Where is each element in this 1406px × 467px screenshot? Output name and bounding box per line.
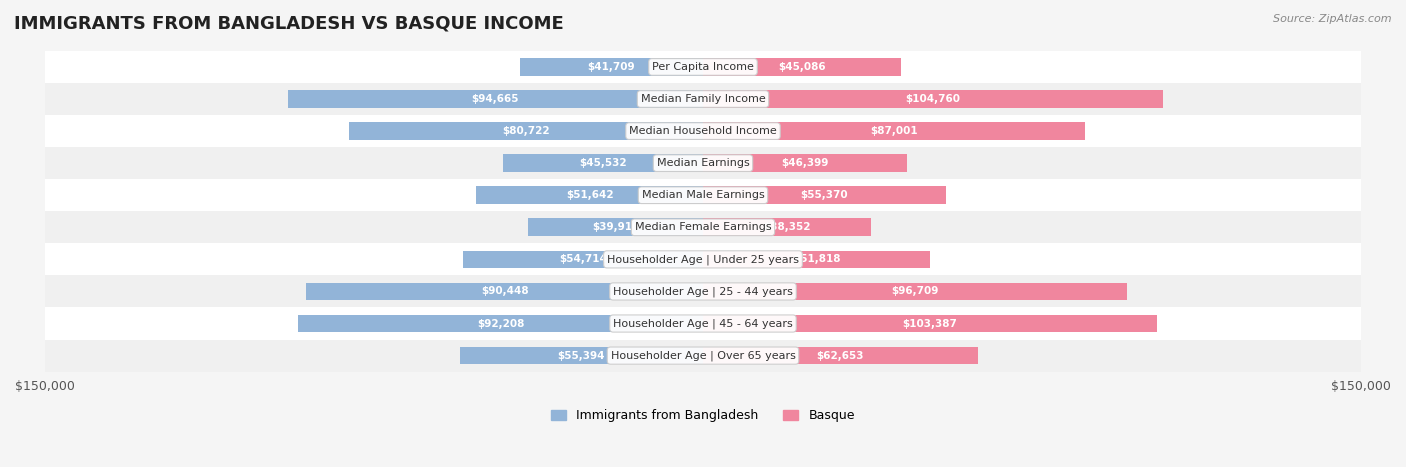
Text: $41,709: $41,709 xyxy=(588,62,636,72)
Bar xyxy=(703,283,1128,300)
Text: Median Male Earnings: Median Male Earnings xyxy=(641,190,765,200)
Bar xyxy=(477,186,703,204)
Text: Median Earnings: Median Earnings xyxy=(657,158,749,168)
Bar xyxy=(307,283,703,300)
Bar xyxy=(45,147,1361,179)
Text: $90,448: $90,448 xyxy=(481,286,529,297)
Bar xyxy=(45,83,1361,115)
Bar xyxy=(703,58,901,76)
Legend: Immigrants from Bangladesh, Basque: Immigrants from Bangladesh, Basque xyxy=(546,404,860,427)
Text: Householder Age | Under 25 years: Householder Age | Under 25 years xyxy=(607,254,799,265)
Bar xyxy=(703,251,931,268)
Bar xyxy=(45,51,1361,83)
Bar xyxy=(703,90,1163,108)
Text: $55,370: $55,370 xyxy=(800,190,848,200)
Bar xyxy=(703,154,907,172)
Bar xyxy=(45,276,1361,307)
Text: $51,818: $51,818 xyxy=(793,255,841,264)
Text: $92,208: $92,208 xyxy=(477,318,524,328)
Text: Per Capita Income: Per Capita Income xyxy=(652,62,754,72)
Text: Source: ZipAtlas.com: Source: ZipAtlas.com xyxy=(1274,14,1392,24)
Text: $96,709: $96,709 xyxy=(891,286,939,297)
Text: IMMIGRANTS FROM BANGLADESH VS BASQUE INCOME: IMMIGRANTS FROM BANGLADESH VS BASQUE INC… xyxy=(14,14,564,32)
Text: $54,714: $54,714 xyxy=(560,255,607,264)
Text: Median Household Income: Median Household Income xyxy=(628,126,778,136)
Text: $94,665: $94,665 xyxy=(471,94,519,104)
Bar xyxy=(288,90,703,108)
Bar xyxy=(703,315,1157,333)
Text: Median Family Income: Median Family Income xyxy=(641,94,765,104)
Text: $62,653: $62,653 xyxy=(817,351,865,361)
Text: $51,642: $51,642 xyxy=(565,190,613,200)
Bar xyxy=(520,58,703,76)
Text: Median Female Earnings: Median Female Earnings xyxy=(634,222,772,232)
Bar xyxy=(460,347,703,364)
Bar xyxy=(703,122,1084,140)
Bar xyxy=(45,243,1361,276)
Bar xyxy=(45,115,1361,147)
Bar xyxy=(45,211,1361,243)
Bar xyxy=(349,122,703,140)
Text: Householder Age | Over 65 years: Householder Age | Over 65 years xyxy=(610,350,796,361)
Bar xyxy=(703,186,946,204)
Text: $104,760: $104,760 xyxy=(905,94,960,104)
Text: Householder Age | 25 - 44 years: Householder Age | 25 - 44 years xyxy=(613,286,793,297)
Bar xyxy=(527,219,703,236)
Text: $45,086: $45,086 xyxy=(778,62,825,72)
Text: $87,001: $87,001 xyxy=(870,126,918,136)
Text: $55,394: $55,394 xyxy=(558,351,605,361)
Bar xyxy=(503,154,703,172)
Bar xyxy=(45,179,1361,211)
Bar xyxy=(298,315,703,333)
Text: $103,387: $103,387 xyxy=(903,318,957,328)
Text: $46,399: $46,399 xyxy=(782,158,828,168)
Text: $45,532: $45,532 xyxy=(579,158,627,168)
Text: Householder Age | 45 - 64 years: Householder Age | 45 - 64 years xyxy=(613,318,793,329)
Bar xyxy=(45,307,1361,340)
Bar xyxy=(703,347,977,364)
Bar xyxy=(45,340,1361,372)
Bar xyxy=(463,251,703,268)
Text: $39,910: $39,910 xyxy=(592,222,640,232)
Text: $80,722: $80,722 xyxy=(502,126,550,136)
Bar xyxy=(703,219,872,236)
Text: $38,352: $38,352 xyxy=(763,222,811,232)
